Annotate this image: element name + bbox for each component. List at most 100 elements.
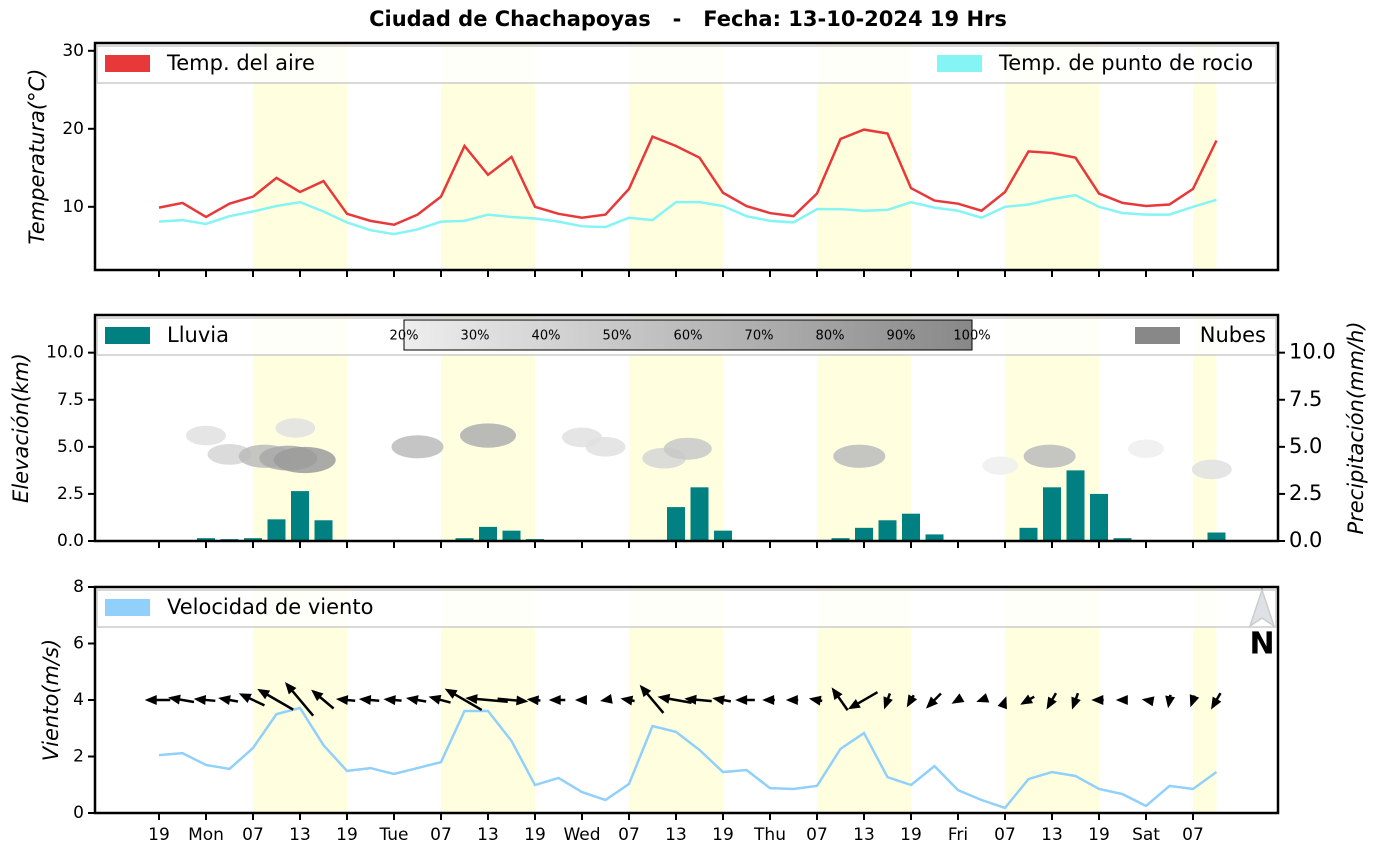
- x-tick-label: Mon: [188, 825, 224, 845]
- wind-arrow: [620, 695, 635, 706]
- wind-arrow: [548, 695, 566, 705]
- line: [158, 193, 1217, 236]
- wind-arrow: [1211, 692, 1222, 710]
- legend-swatch: [937, 55, 982, 72]
- wind-arrow-head: [1091, 695, 1104, 705]
- wind-arrow-head: [639, 684, 652, 698]
- wind-arrow: [526, 695, 541, 706]
- wind-arrow: [712, 695, 732, 706]
- colorbar-label: 50%: [603, 329, 632, 344]
- y2-tick-label: 10.0: [1289, 340, 1336, 364]
- legend-label: Nubes: [1200, 323, 1266, 347]
- colorbar-label: 80%: [816, 329, 845, 344]
- bar: [1019, 527, 1038, 541]
- colorbar-label: 70%: [745, 329, 774, 344]
- wind-arrow: [574, 695, 587, 705]
- wind-arrow-head: [218, 695, 231, 705]
- wind-arrow: [785, 695, 799, 705]
- colorbar-label: 90%: [887, 329, 916, 344]
- wind-arrow-head: [1189, 694, 1200, 708]
- wind-arrow-head: [335, 695, 349, 706]
- legend-label: Temp. de punto de rocio: [998, 51, 1253, 75]
- x-tick-label: 19: [336, 825, 358, 845]
- y-tick-label: 7.5: [57, 390, 84, 410]
- y-tick-label: 5.0: [57, 437, 84, 457]
- x-tick-label: 19: [712, 825, 734, 845]
- wind-arrow: [925, 692, 942, 709]
- wind-arrow-head: [925, 696, 938, 709]
- daylight-band: [1193, 43, 1217, 270]
- cloud: [391, 435, 444, 459]
- wind-arrow: [358, 695, 380, 706]
- y-tick-label: 2.5: [57, 484, 84, 504]
- x-tick-label: 07: [994, 825, 1016, 845]
- wind-arrow: [257, 688, 294, 711]
- cloud: [663, 437, 712, 460]
- bar: [1207, 532, 1226, 541]
- cloud: [982, 456, 1019, 475]
- bar: [878, 520, 897, 541]
- wind-arrow: [405, 695, 427, 705]
- bar: [1090, 493, 1108, 541]
- wind-arrow-head: [1165, 695, 1176, 709]
- x-tick-label: Tue: [378, 825, 408, 845]
- x-tick-label: 19: [524, 825, 546, 845]
- wind-arrow-head: [311, 689, 324, 702]
- x-tick-label: 19: [148, 825, 170, 845]
- bar: [690, 487, 709, 541]
- y-tick-label: 20: [62, 119, 84, 139]
- y-tick-label: 0: [73, 803, 84, 823]
- cloud: [460, 423, 516, 448]
- y-tick-label: 10.0: [46, 343, 84, 363]
- wind-arrow-head: [883, 696, 893, 710]
- legend-swatch: [105, 55, 150, 72]
- wind-arrow-head: [847, 698, 861, 710]
- wind-arrow-head: [997, 696, 1007, 710]
- legend: [96, 589, 1277, 628]
- wind-arrow: [497, 695, 529, 706]
- daylight-band: [1193, 587, 1217, 813]
- y2-tick-label: 0.0: [1289, 528, 1322, 552]
- wind-arrow-head: [1020, 694, 1034, 705]
- colorbar-label: 60%: [674, 329, 703, 344]
- legend-swatch: [105, 327, 150, 344]
- wind-arrow: [238, 693, 265, 707]
- y2-axis-label: Precipitación(mm/h): [1344, 321, 1368, 534]
- wind-arrow-head: [428, 694, 442, 705]
- wind-arrow-head: [976, 693, 990, 703]
- x-tick-label: 07: [430, 825, 452, 845]
- wind-arrow-head: [620, 695, 634, 706]
- bar: [831, 538, 850, 541]
- legend-label: Velocidad de viento: [167, 595, 373, 619]
- wind-arrow-head: [358, 695, 372, 706]
- line: [158, 706, 1218, 810]
- wind-arrow-head: [808, 695, 822, 706]
- bar: [455, 538, 474, 541]
- cloud: [275, 418, 316, 438]
- line: [158, 128, 1218, 227]
- wind-arrow-head: [257, 688, 271, 700]
- cloud: [585, 437, 626, 457]
- legend-label: Lluvia: [167, 323, 229, 347]
- cloud: [1191, 459, 1232, 480]
- wind-arrow: [684, 694, 712, 705]
- wind-arrow: [831, 687, 849, 711]
- y-tick-label: 30: [62, 41, 84, 61]
- y-tick-label: 10: [62, 197, 84, 217]
- wind-arrow: [906, 694, 918, 708]
- y-axis-label: Temperatura(°C): [25, 69, 49, 245]
- wind-arrow-head: [906, 694, 918, 708]
- wind-arrow: [1115, 695, 1128, 705]
- x-tick-label: 07: [242, 825, 264, 845]
- x-tick-label: 19: [900, 825, 922, 845]
- wind-arrow: [1189, 694, 1200, 708]
- wind-arrow-head: [284, 682, 297, 695]
- bar: [714, 530, 732, 541]
- legend-swatch: [105, 599, 150, 616]
- wind-arrow-head: [548, 695, 561, 705]
- bar: [267, 519, 286, 541]
- bar: [1066, 470, 1085, 541]
- wind-arrow: [1141, 696, 1155, 707]
- wind-arrow: [444, 688, 483, 712]
- plot-frame: [93, 41, 1280, 272]
